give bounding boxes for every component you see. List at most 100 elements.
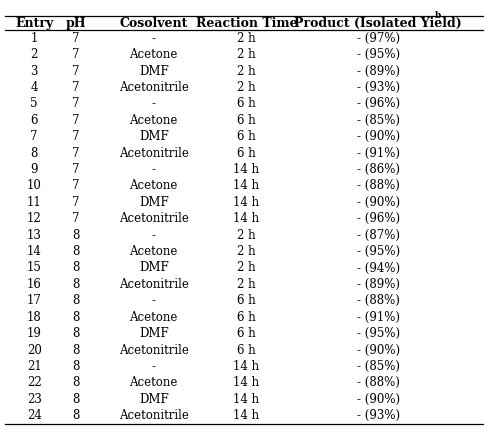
Text: 14 h: 14 h: [233, 376, 260, 390]
Text: 11: 11: [27, 196, 41, 209]
Text: Cosolvent: Cosolvent: [120, 17, 188, 30]
Text: Acetone: Acetone: [129, 48, 178, 61]
Text: 8: 8: [72, 327, 80, 340]
Text: DMF: DMF: [139, 327, 168, 340]
Text: - (86%): - (86%): [357, 163, 400, 176]
Text: 7: 7: [72, 32, 80, 45]
Text: 2 h: 2 h: [237, 81, 256, 94]
Text: - (90%): - (90%): [357, 196, 400, 209]
Text: 7: 7: [30, 130, 38, 143]
Text: 19: 19: [27, 327, 41, 340]
Text: DMF: DMF: [139, 261, 168, 275]
Text: 7: 7: [72, 163, 80, 176]
Text: DMF: DMF: [139, 393, 168, 406]
Text: 2 h: 2 h: [237, 229, 256, 242]
Text: 2 h: 2 h: [237, 278, 256, 291]
Text: 6 h: 6 h: [237, 114, 256, 127]
Text: 10: 10: [27, 179, 41, 193]
Text: 14 h: 14 h: [233, 409, 260, 422]
Text: -: -: [152, 294, 156, 307]
Text: 13: 13: [27, 229, 41, 242]
Text: -: -: [152, 163, 156, 176]
Text: - (95%): - (95%): [357, 48, 400, 61]
Text: 2 h: 2 h: [237, 32, 256, 45]
Text: 14 h: 14 h: [233, 393, 260, 406]
Text: 7: 7: [72, 81, 80, 94]
Text: - (88%): - (88%): [357, 294, 400, 307]
Text: - (85%): - (85%): [357, 360, 400, 373]
Text: DMF: DMF: [139, 130, 168, 143]
Text: 6 h: 6 h: [237, 344, 256, 356]
Text: 8: 8: [72, 360, 80, 373]
Text: 8: 8: [72, 245, 80, 258]
Text: 1: 1: [30, 32, 38, 45]
Text: 7: 7: [72, 48, 80, 61]
Text: 7: 7: [72, 147, 80, 160]
Text: Acetonitrile: Acetonitrile: [119, 278, 189, 291]
Text: Acetone: Acetone: [129, 245, 178, 258]
Text: 8: 8: [72, 261, 80, 275]
Text: -: -: [152, 229, 156, 242]
Text: 7: 7: [72, 130, 80, 143]
Text: 8: 8: [72, 393, 80, 406]
Text: - (96%): - (96%): [357, 97, 400, 110]
Text: -: -: [152, 360, 156, 373]
Text: - (89%): - (89%): [357, 278, 400, 291]
Text: 6 h: 6 h: [237, 97, 256, 110]
Text: 9: 9: [30, 163, 38, 176]
Text: Entry: Entry: [15, 17, 53, 30]
Text: Acetonitrile: Acetonitrile: [119, 147, 189, 160]
Text: - (88%): - (88%): [357, 179, 400, 193]
Text: 23: 23: [27, 393, 41, 406]
Text: - (91%): - (91%): [357, 147, 400, 160]
Text: 3: 3: [30, 64, 38, 78]
Text: - (95%): - (95%): [357, 327, 400, 340]
Text: 8: 8: [72, 344, 80, 356]
Text: - (87%): - (87%): [357, 229, 400, 242]
Text: Acetonitrile: Acetonitrile: [119, 344, 189, 356]
Text: - (90%): - (90%): [357, 344, 400, 356]
Text: 2: 2: [30, 48, 38, 61]
Text: - (93%): - (93%): [357, 409, 400, 422]
Text: 14: 14: [27, 245, 41, 258]
Text: b: b: [434, 11, 441, 20]
Text: 8: 8: [72, 409, 80, 422]
Text: 21: 21: [27, 360, 41, 373]
Text: 12: 12: [27, 212, 41, 225]
Text: - (90%): - (90%): [357, 130, 400, 143]
Text: 7: 7: [72, 196, 80, 209]
Text: 2 h: 2 h: [237, 261, 256, 275]
Text: 8: 8: [72, 229, 80, 242]
Text: 8: 8: [30, 147, 38, 160]
Text: - (97%): - (97%): [357, 32, 400, 45]
Text: 16: 16: [27, 278, 41, 291]
Text: - (93%): - (93%): [357, 81, 400, 94]
Text: - (95%): - (95%): [357, 245, 400, 258]
Text: 14 h: 14 h: [233, 212, 260, 225]
Text: 8: 8: [72, 376, 80, 390]
Text: DMF: DMF: [139, 64, 168, 78]
Text: 6 h: 6 h: [237, 130, 256, 143]
Text: 8: 8: [72, 294, 80, 307]
Text: 7: 7: [72, 212, 80, 225]
Text: 6 h: 6 h: [237, 147, 256, 160]
Text: Product (Isolated Yield): Product (Isolated Yield): [294, 17, 462, 30]
Text: - (90%): - (90%): [357, 393, 400, 406]
Text: 7: 7: [72, 64, 80, 78]
Text: - (94%): - (94%): [357, 261, 400, 275]
Text: 14 h: 14 h: [233, 196, 260, 209]
Text: 6 h: 6 h: [237, 327, 256, 340]
Text: -: -: [152, 97, 156, 110]
Text: 8: 8: [72, 278, 80, 291]
Text: 6 h: 6 h: [237, 294, 256, 307]
Text: 22: 22: [27, 376, 41, 390]
Text: Acetonitrile: Acetonitrile: [119, 409, 189, 422]
Text: 4: 4: [30, 81, 38, 94]
Text: - (89%): - (89%): [357, 64, 400, 78]
Text: - (85%): - (85%): [357, 114, 400, 127]
Text: - (96%): - (96%): [357, 212, 400, 225]
Text: 17: 17: [27, 294, 41, 307]
Text: 8: 8: [72, 311, 80, 324]
Text: Acetone: Acetone: [129, 311, 178, 324]
Text: 7: 7: [72, 179, 80, 193]
